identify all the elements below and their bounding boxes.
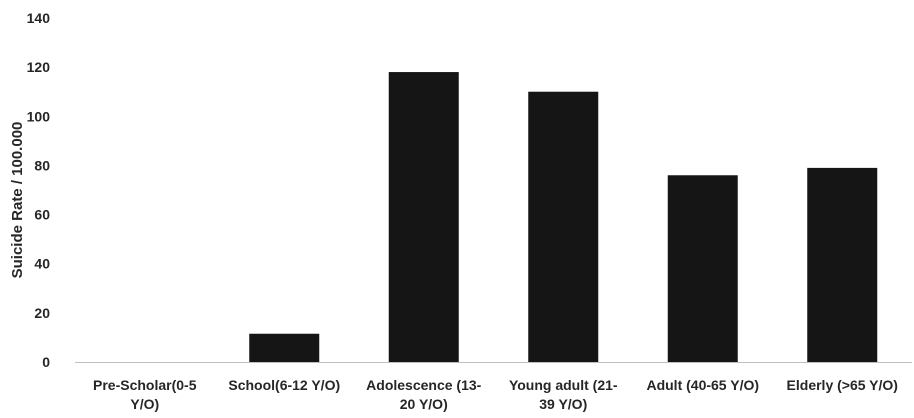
bar [528, 91, 599, 362]
x-tick-label: Pre-Scholar(0-5 Y/O) [93, 377, 197, 412]
y-tick-label: 20 [34, 305, 50, 321]
y-tick-label: 60 [34, 207, 50, 223]
x-tick-label-line: 20 Y/O) [400, 396, 448, 412]
bar [667, 175, 738, 362]
y-tick-label: 80 [34, 157, 50, 173]
y-tick-label: 140 [27, 10, 51, 26]
x-tick-label-line: Adolescence (13- [366, 377, 481, 393]
bar [807, 167, 878, 362]
x-axis-labels: Pre-Scholar(0-5 Y/O) School(6-12 Y/O) Adole… [93, 377, 898, 412]
bar [388, 72, 459, 363]
y-axis-ticks: 0 20 40 60 80 100 120 140 [27, 10, 51, 370]
bar [249, 333, 320, 362]
y-tick-label: 0 [42, 354, 50, 370]
x-tick-label: Adolescence (13- 20 Y/O) [366, 377, 481, 412]
x-tick-label-line: Pre-Scholar(0-5 [93, 377, 197, 393]
x-tick-label: Young adult (21- 39 Y/O) [509, 377, 618, 412]
x-tick-label: Adult (40-65 Y/O) [646, 377, 759, 393]
x-tick-label-line: Adult (40-65 Y/O) [646, 377, 759, 393]
y-tick-label: 120 [27, 59, 51, 75]
x-tick-label-line: 39 Y/O) [539, 396, 587, 412]
x-tick-label: Elderly (>65 Y/O) [787, 377, 898, 393]
x-tick-label-line: Elderly (>65 Y/O) [787, 377, 898, 393]
y-tick-label: 100 [27, 108, 51, 124]
x-tick-label-line: Y/O) [130, 396, 159, 412]
x-tick-label: School(6-12 Y/O) [228, 377, 340, 393]
x-tick-label-line: Young adult (21- [509, 377, 618, 393]
y-tick-label: 40 [34, 256, 50, 272]
y-axis-title: Suicide Rate / 100.000 [9, 122, 26, 279]
x-tick-label-line: School(6-12 Y/O) [228, 377, 340, 393]
bars [249, 72, 878, 363]
